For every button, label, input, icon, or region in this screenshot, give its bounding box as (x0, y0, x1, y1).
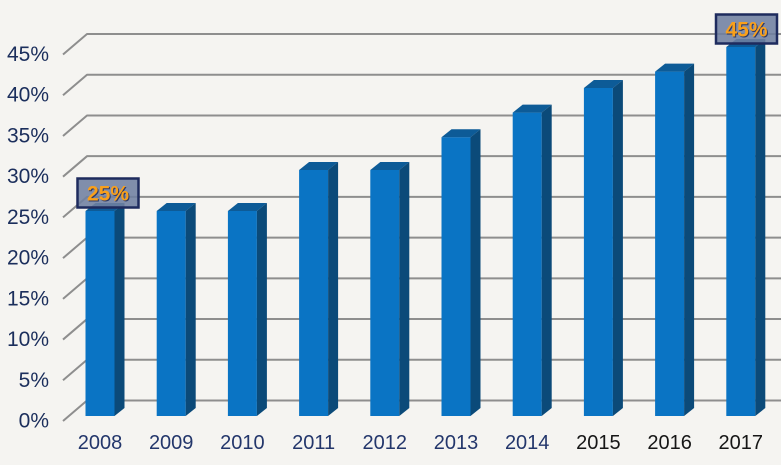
callout-box (714, 13, 779, 45)
gridline-40% (62, 73, 781, 97)
bar-side-face (541, 104, 552, 416)
callout-value-label: 45% (725, 19, 767, 42)
callout-2008: 25% (76, 177, 140, 209)
y-tick-label-20%: 20% (7, 247, 49, 270)
x-tick-label-2010: 2010 (220, 432, 265, 454)
bar-top-face (441, 129, 481, 138)
bar-top-face (583, 80, 623, 88)
y-tick-label-40%: 40% (7, 84, 49, 107)
bar-side-face (684, 63, 695, 416)
bar-side-face (399, 162, 410, 416)
x-tick-label-2008: 2008 (78, 432, 123, 454)
y-tick-label-35%: 35% (7, 124, 49, 147)
y-tick-label-0%: 0% (19, 410, 49, 433)
bar-front-face (655, 71, 685, 416)
y-tick-label-25%: 25% (7, 206, 49, 229)
bar-front-face (583, 88, 613, 416)
bar-front-face (156, 211, 186, 416)
bar-front-face (726, 47, 756, 416)
bar-front-face (85, 211, 115, 416)
bar-2015 (583, 80, 623, 416)
bar-side-face (755, 39, 766, 416)
bar-front-face (227, 211, 257, 416)
bar-2011 (299, 162, 339, 416)
bar-side-face (185, 203, 196, 416)
bar-front-face (441, 137, 471, 416)
bar-side-face (114, 203, 125, 416)
bar-top-face (512, 104, 552, 113)
bar-side-face (612, 80, 623, 416)
bar-2012 (370, 162, 410, 416)
x-tick-label-2012: 2012 (363, 432, 408, 454)
bar-side-face (470, 129, 481, 416)
bar-2013 (441, 129, 481, 416)
callout-value-label: 25% (87, 183, 129, 206)
y-tick-label-10%: 10% (7, 328, 49, 351)
y-tick-label-30%: 30% (7, 165, 49, 188)
callout-box (76, 177, 140, 209)
y-tick-label-5%: 5% (19, 369, 49, 392)
bar-top-face (299, 162, 339, 170)
bar-front-face (299, 170, 329, 416)
bar-2008 (85, 203, 125, 416)
bar-front-face (370, 170, 400, 416)
gridline-45% (62, 33, 781, 56)
bar-top-face (370, 162, 410, 170)
x-tick-label-2011: 2011 (292, 432, 335, 454)
bar-side-face (256, 203, 267, 416)
bar-2014 (512, 104, 552, 416)
x-tick-label-2009: 2009 (149, 432, 194, 454)
y-tick-label-15%: 15% (7, 287, 49, 310)
x-tick-label-2016: 2016 (647, 432, 692, 454)
bar-2016 (655, 63, 695, 416)
x-tick-label-2014: 2014 (505, 432, 550, 454)
bar-2009 (156, 203, 196, 416)
bar-side-face (328, 162, 339, 416)
bar-2010 (227, 203, 267, 416)
bar-front-face (512, 112, 542, 416)
bar-top-face (227, 203, 267, 211)
bar-top-face (156, 203, 196, 211)
bar-top-face (655, 63, 695, 72)
bar-2017 (726, 39, 766, 416)
y-tick-label-45%: 45% (7, 43, 49, 66)
x-tick-label-2013: 2013 (434, 432, 479, 454)
x-tick-label-2015: 2015 (576, 432, 621, 454)
callout-2017: 45% (714, 13, 779, 45)
x-tick-label-2017: 2017 (719, 432, 764, 454)
